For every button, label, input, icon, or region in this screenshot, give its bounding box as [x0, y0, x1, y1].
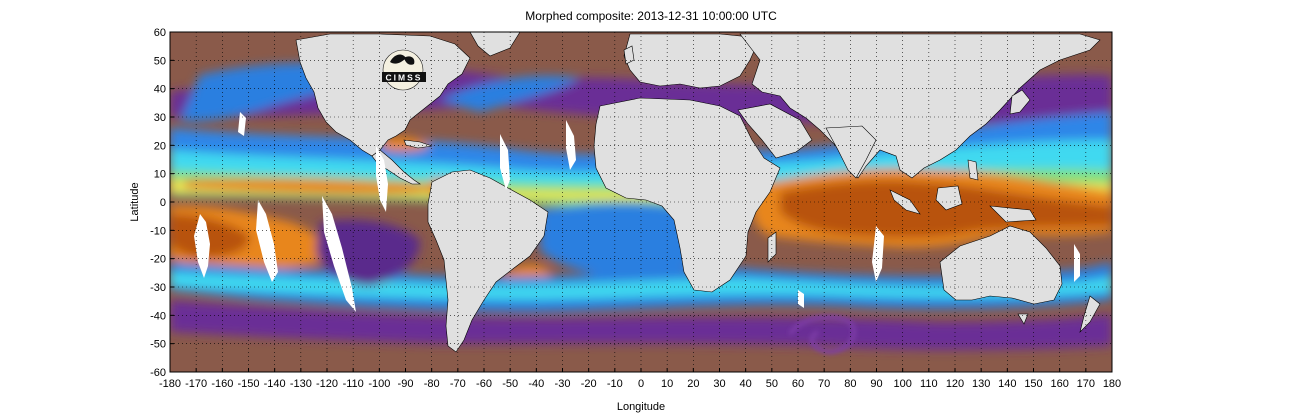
land-north-america [295, 33, 471, 157]
x-tick-label: 100 [893, 378, 911, 390]
no-data-swath-3 [322, 196, 356, 312]
no-data-swaths [194, 112, 1080, 312]
x-tick-label: -100 [368, 378, 390, 390]
x-tick-label: 40 [740, 378, 752, 390]
x-tick-label: 160 [1050, 378, 1068, 390]
south-swirl [788, 315, 856, 355]
y-tick-label: 0 [160, 197, 166, 209]
no-data-swath-6 [566, 120, 576, 170]
land-philippines [967, 159, 979, 181]
cimss-logo-text: CIMSS [386, 73, 423, 83]
y-tick-label: 50 [154, 55, 166, 67]
x-tick-label: -70 [450, 378, 466, 390]
y-tick-label: -40 [150, 310, 166, 322]
x-tick-label: 60 [792, 378, 804, 390]
x-axis: -180 -170 -160 -150 -140 -130 -120 -110 -100 -90-… [159, 368, 1121, 390]
x-tick-label: 140 [998, 378, 1016, 390]
x-tick-label: 50 [766, 378, 778, 390]
y-tick-label: 20 [154, 140, 166, 152]
x-tick-label: -140 [264, 378, 286, 390]
x-tick-label: 90 [870, 378, 882, 390]
land-new-zealand [1079, 295, 1101, 333]
x-tick-label: -50 [502, 378, 518, 390]
y-tick-label: -10 [150, 225, 166, 237]
x-tick-label: -20 [581, 378, 597, 390]
x-tick-label: 80 [844, 378, 856, 390]
no-data-swath-1 [194, 214, 210, 278]
x-tick-label: 30 [713, 378, 725, 390]
y-tick-label: -30 [150, 282, 166, 294]
south-pacific-darkorange [170, 214, 250, 258]
map-grid [170, 32, 1112, 372]
no-data-swath-9 [1074, 244, 1080, 282]
land-new-guinea [989, 205, 1037, 223]
x-tick-label: 180 [1103, 378, 1121, 390]
x-tick-label: -30 [555, 378, 571, 390]
x-tick-label: -130 [290, 378, 312, 390]
x-tick-label: -110 [343, 378, 364, 390]
no-data-swath-2 [256, 200, 278, 282]
x-tick-label: 10 [661, 378, 673, 390]
x-axis-label: Longitude [617, 401, 665, 413]
y-tick-label: -20 [150, 254, 166, 266]
land-japan [1009, 89, 1031, 115]
pacific-itcz-orange [185, 178, 440, 195]
x-tick-label: 0 [638, 378, 644, 390]
x-tick-label: -170 [185, 378, 207, 390]
land-greenland [469, 32, 521, 57]
land-arabia [737, 103, 813, 159]
north-atlantic-band [440, 76, 580, 112]
land-masses [295, 32, 1101, 353]
x-tick-label: 70 [818, 378, 830, 390]
x-tick-label: 130 [972, 378, 990, 390]
y-tick-label: 30 [154, 112, 166, 124]
no-data-swath-10 [798, 290, 804, 308]
no-data-swath-7 [238, 112, 246, 136]
land-asia [739, 33, 1101, 179]
x-tick-label: -10 [607, 378, 623, 390]
land-borneo [935, 185, 963, 211]
x-tick-label: 110 [920, 378, 938, 390]
south-atlantic-blue [540, 202, 704, 280]
y-tick-label: 10 [154, 169, 166, 181]
land-africa [593, 97, 781, 293]
x-tick-label: -180 [159, 378, 181, 390]
land-australia [939, 225, 1063, 305]
no-data-swath-8 [872, 226, 884, 282]
map-title: Morphed composite: 2013-12-31 10:00:00 U… [525, 9, 777, 23]
x-tick-label: -40 [528, 378, 544, 390]
y-tick-label: 60 [154, 27, 166, 39]
x-tick-label: -80 [424, 378, 440, 390]
y-axis-label: Latitude [129, 182, 141, 221]
x-tick-label: 150 [1024, 378, 1042, 390]
y-tick-label: 40 [154, 84, 166, 96]
land-tasmania [1017, 313, 1029, 325]
x-tick-label: 20 [687, 378, 699, 390]
x-tick-label: -120 [316, 378, 338, 390]
no-data-swath-4 [376, 146, 388, 212]
y-tick-label: -60 [150, 367, 166, 379]
land-india [825, 125, 877, 179]
x-tick-label: -90 [398, 378, 414, 390]
no-data-swath-5 [500, 134, 510, 190]
x-tick-label: -150 [237, 378, 259, 390]
x-tick-label: -160 [211, 378, 233, 390]
y-axis: 60 50 40 30 20 10 0 -10 -20 -30 -40 -50 -60 [150, 27, 174, 379]
y-tick-label: -50 [150, 339, 166, 351]
x-tick-label: 170 [1077, 378, 1095, 390]
land-madagascar [767, 231, 777, 263]
x-tick-label: 120 [946, 378, 964, 390]
cimss-logo: CIMSS [382, 49, 426, 91]
land-sumatra [889, 189, 921, 215]
land-uk [623, 45, 635, 65]
x-tick-label: -60 [476, 378, 492, 390]
